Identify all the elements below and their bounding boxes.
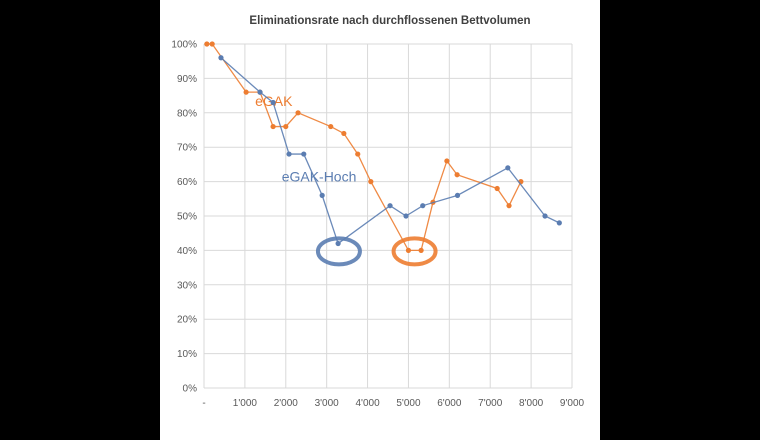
y-tick-label: 20% [177, 315, 197, 326]
y-tick-label: 50% [177, 212, 197, 223]
y-tick-label: 60% [177, 177, 197, 188]
data-point [270, 123, 276, 130]
y-tick-label: 10% [177, 349, 197, 360]
data-point [542, 213, 548, 219]
highlight-ellipse [391, 236, 438, 267]
series-label: eGAK-Hoch [282, 169, 357, 185]
y-tick-label: 40% [177, 246, 197, 257]
data-point [319, 192, 325, 198]
chart-title: Eliminationsrate nach durchflossenen Bet… [249, 15, 530, 27]
data-point [204, 41, 210, 47]
data-point [328, 123, 334, 130]
data-point [556, 220, 562, 226]
data-point [286, 151, 292, 157]
y-tick-label: 100% [171, 40, 197, 51]
series-line [220, 57, 560, 245]
data-point [243, 89, 249, 95]
data-point [355, 151, 361, 157]
highlight-ellipse [315, 236, 362, 267]
y-tick-label: 90% [177, 74, 197, 85]
data-point [283, 123, 289, 130]
series-egak-hoch: eGAK-Hoch [218, 55, 562, 267]
x-tick-label: 9'000 [560, 398, 585, 409]
data-point [506, 203, 512, 209]
line-chart: Eliminationsrate nach durchflossenen Bet… [171, 15, 585, 409]
y-tick-label: 70% [177, 143, 197, 154]
y-tick-label: 0% [183, 384, 198, 395]
data-point [270, 99, 276, 106]
y-tick-label: 80% [177, 108, 197, 119]
data-point [454, 192, 461, 198]
data-point [403, 213, 409, 219]
data-point [494, 185, 500, 192]
x-tick-label: 4'000 [355, 398, 380, 409]
data-point [454, 172, 460, 178]
data-point [209, 41, 215, 47]
x-tick-label: 2'000 [274, 398, 299, 409]
chart-panel: Eliminationsrate nach durchflossenen Bet… [160, 0, 600, 440]
data-point [505, 165, 511, 171]
x-tick-label: 8'000 [519, 398, 544, 409]
x-tick-label: - [202, 398, 205, 409]
x-tick-label: 3'000 [315, 398, 340, 409]
x-tick-label: 5'000 [396, 398, 421, 409]
data-point [257, 89, 263, 95]
x-tick-label: 1'000 [233, 398, 258, 409]
data-point [444, 158, 450, 164]
x-tick-label: 6'000 [437, 398, 462, 409]
data-point [368, 179, 374, 185]
series-egak: eGAK [204, 41, 524, 267]
y-tick-label: 30% [177, 280, 197, 291]
data-point [335, 240, 341, 247]
data-point [301, 151, 307, 157]
data-point [295, 110, 301, 116]
data-point [405, 247, 412, 253]
data-point [420, 203, 426, 209]
x-tick-label: 7'000 [478, 398, 503, 409]
data-point [387, 203, 393, 209]
data-point [218, 55, 224, 61]
data-point [418, 247, 424, 253]
data-point [341, 130, 347, 137]
